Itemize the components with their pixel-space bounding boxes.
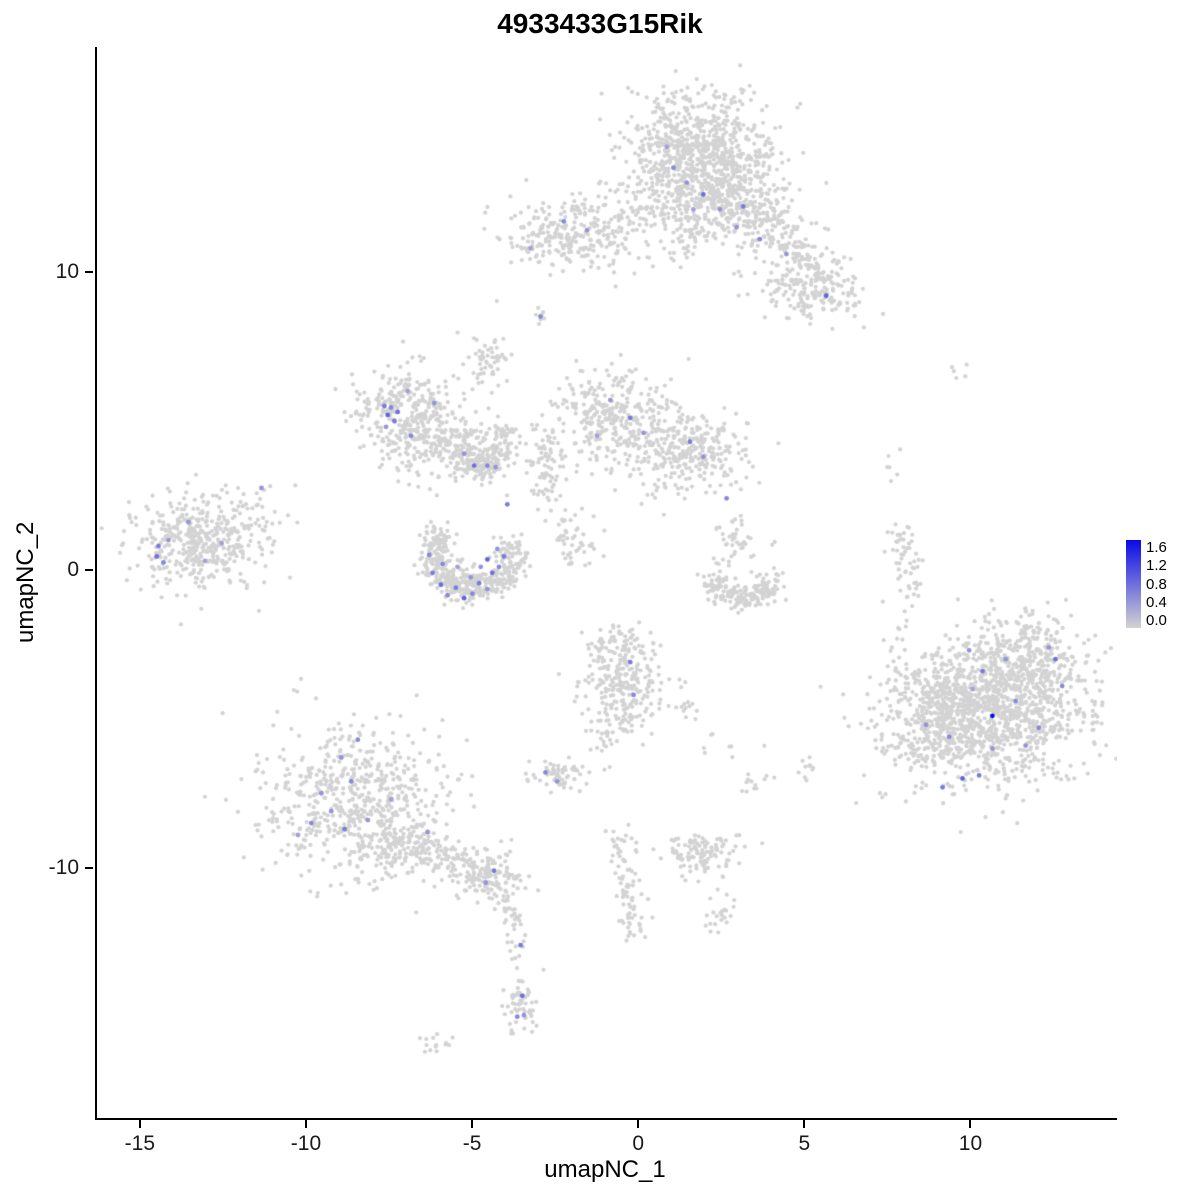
x-axis-tick-label: 0 — [632, 1132, 645, 1155]
y-axis-tick — [85, 270, 93, 273]
chart-title: 4933433G15Rik — [497, 8, 703, 39]
x-axis-tick-label: -10 — [290, 1132, 322, 1155]
x-axis-tick — [471, 1120, 474, 1128]
legend-tick-label: 0.8 — [1146, 575, 1167, 593]
legend-tick-label: 0.4 — [1146, 593, 1167, 611]
x-axis-tick-label: -5 — [462, 1132, 482, 1155]
x-axis-tick-label: -15 — [124, 1132, 156, 1155]
umap-scatter-canvas — [97, 47, 1117, 1118]
y-axis-tick — [85, 866, 93, 869]
x-axis-tick-label: 10 — [958, 1132, 983, 1155]
y-axis-tick — [85, 568, 93, 571]
y-axis-tick-label: -10 — [48, 855, 79, 879]
x-axis-tick-label: 5 — [798, 1132, 811, 1155]
plot-area — [95, 47, 1117, 1120]
y-axis-tick-label: 10 — [55, 259, 79, 283]
legend-tick-label: 1.6 — [1146, 539, 1167, 556]
legend-gradient-bar — [1126, 540, 1141, 628]
y-axis-label: umapNC_2 — [12, 521, 39, 644]
color-legend: 1.6 1.2 0.8 0.4 0.0 — [1126, 540, 1167, 628]
x-axis-tick — [969, 1120, 972, 1128]
x-axis-tick — [304, 1120, 307, 1128]
x-axis-tick — [803, 1120, 806, 1128]
legend-tick-label: 1.2 — [1146, 557, 1167, 575]
y-axis-tick-label: 0 — [67, 557, 79, 581]
legend-tick-labels: 1.6 1.2 0.8 0.4 0.0 — [1146, 540, 1167, 628]
x-axis-tick — [637, 1120, 640, 1128]
x-axis-label: umapNC_1 — [544, 1156, 666, 1183]
x-axis-tick — [138, 1120, 141, 1128]
legend-tick-label: 0.0 — [1146, 612, 1167, 629]
